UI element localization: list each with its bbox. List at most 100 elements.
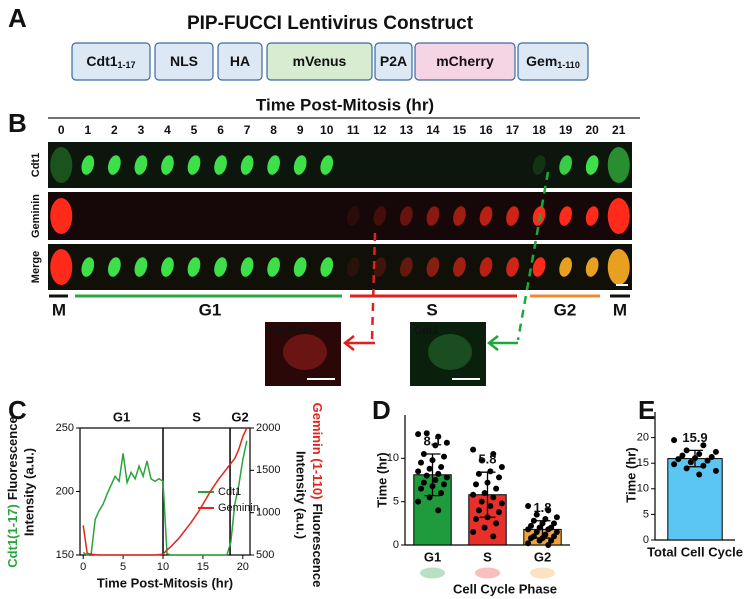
cell (214, 257, 227, 277)
data-point (484, 479, 491, 486)
data-point (435, 470, 442, 477)
cell (479, 257, 493, 277)
data-point (493, 485, 500, 492)
data-point (530, 517, 537, 524)
segment-label: mVenus (293, 53, 347, 69)
data-point (490, 451, 497, 457)
data-point (542, 516, 549, 522)
data-point (536, 524, 543, 531)
data-point (472, 481, 479, 488)
data-point (533, 529, 540, 535)
data-point (487, 468, 494, 475)
data-point (481, 490, 488, 496)
row-label: Geminin (30, 194, 42, 238)
panel-label: B (8, 108, 27, 138)
data-point (415, 498, 422, 505)
value-label: 5.8 (478, 452, 496, 467)
segment-name: HA (230, 53, 250, 69)
y-tick-label: 0 (643, 534, 649, 546)
data-point (481, 524, 488, 531)
time-label: 10 (320, 123, 334, 137)
cell (50, 198, 73, 234)
data-point (700, 442, 707, 449)
cell (400, 257, 413, 277)
arrow (342, 335, 375, 351)
data-point (696, 450, 703, 457)
data-point (490, 533, 497, 540)
value-label: 1.8 (533, 500, 551, 515)
cell (532, 155, 546, 175)
data-point (438, 490, 445, 496)
cell (607, 147, 630, 183)
cell (585, 155, 599, 175)
cell (506, 257, 519, 277)
y-axis-label: Intensity (a.u.) (21, 448, 36, 536)
cell (426, 206, 440, 226)
segment-name: NLS (170, 53, 198, 69)
time-label: 5 (191, 123, 198, 137)
segment-label: Cdt11-17 (86, 53, 135, 71)
y-tick-label: 5 (393, 496, 399, 508)
data-point (498, 500, 505, 507)
phase-label: G1 (113, 409, 130, 424)
inset-label: Cdt1 (414, 325, 438, 337)
data-point (475, 507, 482, 514)
data-point (426, 494, 433, 501)
construct-segment (154, 42, 214, 81)
phase-label: S (426, 300, 437, 319)
category-label: Total Cell Cycle (647, 544, 743, 559)
data-point (539, 520, 546, 527)
y2-tick-label: 500 (256, 549, 274, 561)
data-point (687, 459, 694, 466)
segment-label: mCherry (436, 53, 494, 69)
cell-icon (475, 567, 500, 579)
x-axis-label: Cell Cycle Phase (453, 581, 557, 596)
phase-label: G1 (199, 300, 222, 319)
data-point (484, 514, 491, 521)
cell (479, 206, 493, 226)
legend-label: Geminin (218, 502, 259, 514)
y-axis-label: Cdt1(1-17) Fluorescence (5, 416, 20, 567)
phase-label: G2 (231, 409, 248, 424)
cell (373, 257, 387, 277)
series-line (82, 440, 248, 556)
phase-label: M (613, 300, 627, 319)
data-point (438, 464, 445, 470)
y-axis-label: Time (hr) (623, 447, 638, 502)
data-point (420, 479, 427, 486)
y2-tick-label: 2000 (256, 422, 280, 434)
value-label: 15.9 (682, 430, 707, 445)
cell (426, 257, 440, 277)
segment-label: HA (230, 53, 250, 69)
category-label: S (483, 549, 492, 564)
value-label: 8.1 (423, 433, 441, 448)
cell (453, 206, 466, 226)
data-point (696, 471, 703, 478)
inset-cell (428, 334, 472, 370)
data-point (675, 456, 682, 463)
data-point (551, 520, 558, 527)
y2-tick-label: 1000 (256, 507, 280, 519)
segment-name: P2A (380, 53, 407, 69)
data-point (415, 431, 422, 438)
panel-label: D (372, 395, 391, 425)
panel-c: Cdt1(1-17)Fluorescence Intensity (a.u.) … (5, 403, 324, 591)
data-point (545, 526, 552, 533)
segment-label: NLS (170, 53, 198, 69)
time-label: 11 (347, 123, 360, 137)
data-point (671, 437, 678, 444)
x-tick-label: 10 (157, 561, 169, 573)
data-point (487, 503, 494, 509)
data-point (671, 461, 678, 468)
data-point (470, 529, 477, 535)
cell (346, 206, 360, 226)
y2-axis-label-part: Fluorescence (310, 503, 325, 587)
cell-icon (420, 567, 445, 579)
cell (161, 257, 174, 277)
data-point (423, 430, 430, 437)
cell (161, 155, 174, 175)
data-point (417, 459, 424, 466)
time-label: 2 (111, 123, 118, 137)
data-point (545, 542, 552, 548)
